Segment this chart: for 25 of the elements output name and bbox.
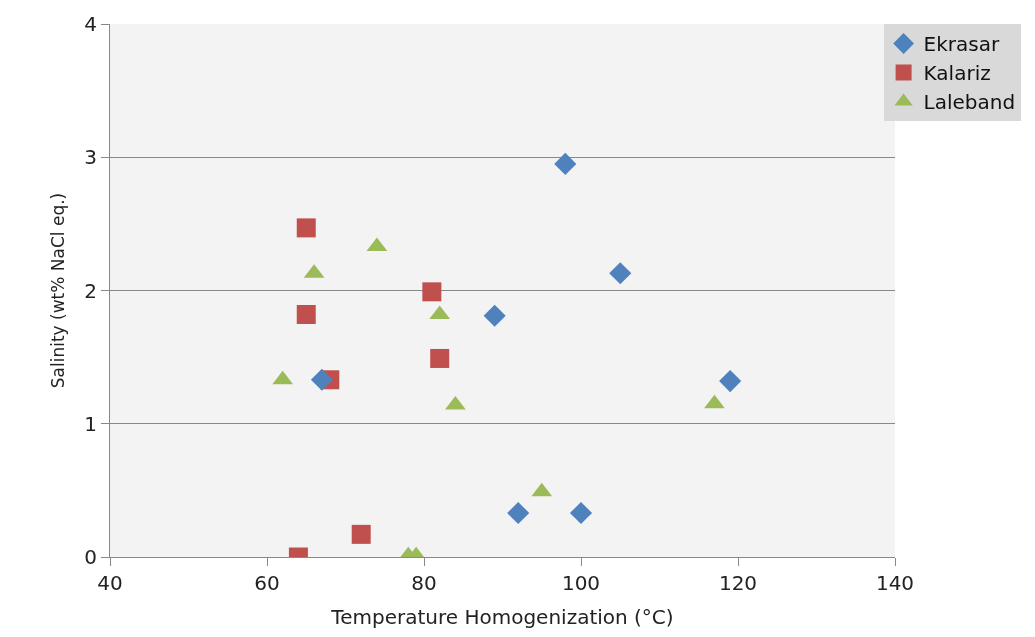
x-tick-label: 60: [254, 571, 280, 595]
legend-label: Kalariz: [923, 61, 991, 86]
x-tick-label: 100: [561, 571, 601, 595]
point: [296, 304, 316, 324]
x-tick-label: 80: [411, 571, 437, 595]
y-axis-title: Salinity (wt% NaCl eq.): [47, 192, 68, 389]
point: [609, 262, 632, 285]
y-tick-label: 3: [84, 145, 97, 170]
point: [483, 304, 506, 327]
point: [310, 368, 333, 391]
x-tick-label: 140: [875, 571, 915, 595]
legend-label: Laleband: [923, 90, 1016, 115]
x-tick-label: 40: [97, 571, 123, 595]
y-tick-label: 2: [84, 278, 97, 303]
y-tick-label: 1: [84, 411, 97, 436]
point: [554, 152, 577, 175]
point: [422, 282, 442, 302]
legend-label: Ekrasar: [923, 32, 1000, 57]
point: [430, 348, 450, 368]
y-tick-label: 4: [84, 12, 97, 36]
x-axis-title: Temperature Homogenization (°C): [330, 604, 674, 629]
y-tick-label: 0: [84, 545, 97, 569]
point: [296, 218, 316, 238]
point: [704, 394, 725, 409]
x-tick-label: 120: [718, 571, 758, 595]
